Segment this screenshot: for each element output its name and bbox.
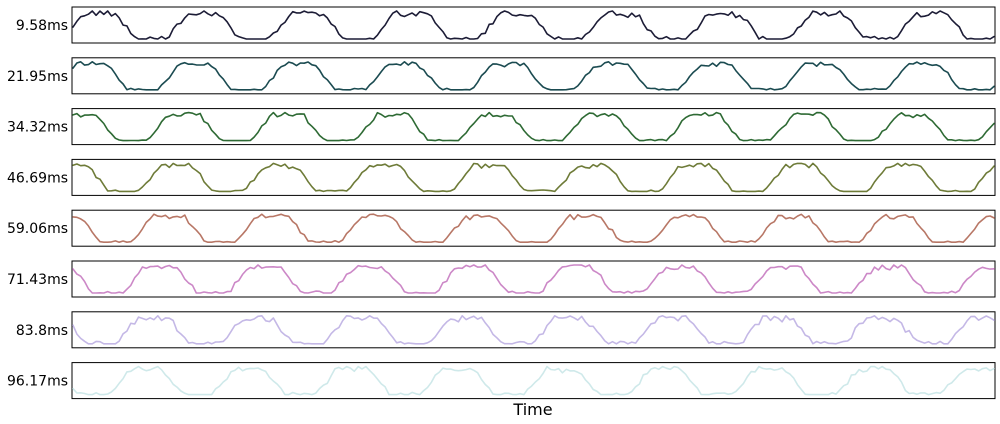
series-label: 83.8ms <box>16 323 68 339</box>
chart-rows: 9.58ms 21.95ms 34.32ms 46.69ms 59.06ms 71.43m… <box>7 6 996 400</box>
panel-frame <box>71 57 996 95</box>
x-axis-label: Time <box>512 400 552 419</box>
panel-frame <box>71 6 996 44</box>
series-line <box>72 111 995 142</box>
panel-frame <box>71 311 996 349</box>
panel-frame <box>71 209 996 247</box>
series-label: 21.95ms <box>7 69 68 85</box>
panel-0: 9.58ms <box>16 6 996 44</box>
series-label: 71.43ms <box>7 272 68 288</box>
panel-3: 46.69ms <box>7 158 996 196</box>
panel-2: 34.32ms <box>7 108 996 146</box>
panel-5: 71.43ms <box>7 260 996 298</box>
series-line <box>72 315 995 345</box>
panel-7: 96.17ms <box>7 362 996 400</box>
panel-4: 59.06ms <box>7 209 996 247</box>
panel-6: 83.8ms <box>16 311 996 349</box>
series-line <box>72 365 995 396</box>
series-line <box>72 10 995 40</box>
series-label: 9.58ms <box>16 18 68 34</box>
series-line <box>72 162 995 193</box>
panel-frame <box>71 260 996 298</box>
series-label: 96.17ms <box>7 374 68 390</box>
series-label: 34.32ms <box>7 120 68 136</box>
series-line <box>72 213 995 243</box>
series-line <box>72 61 995 91</box>
panel-frame <box>71 362 996 400</box>
panel-1: 21.95ms <box>7 57 996 95</box>
panel-frame <box>71 108 996 146</box>
panel-frame <box>71 158 996 196</box>
series-label: 59.06ms <box>7 221 68 237</box>
series-line <box>72 264 995 294</box>
series-label: 46.69ms <box>7 170 68 186</box>
